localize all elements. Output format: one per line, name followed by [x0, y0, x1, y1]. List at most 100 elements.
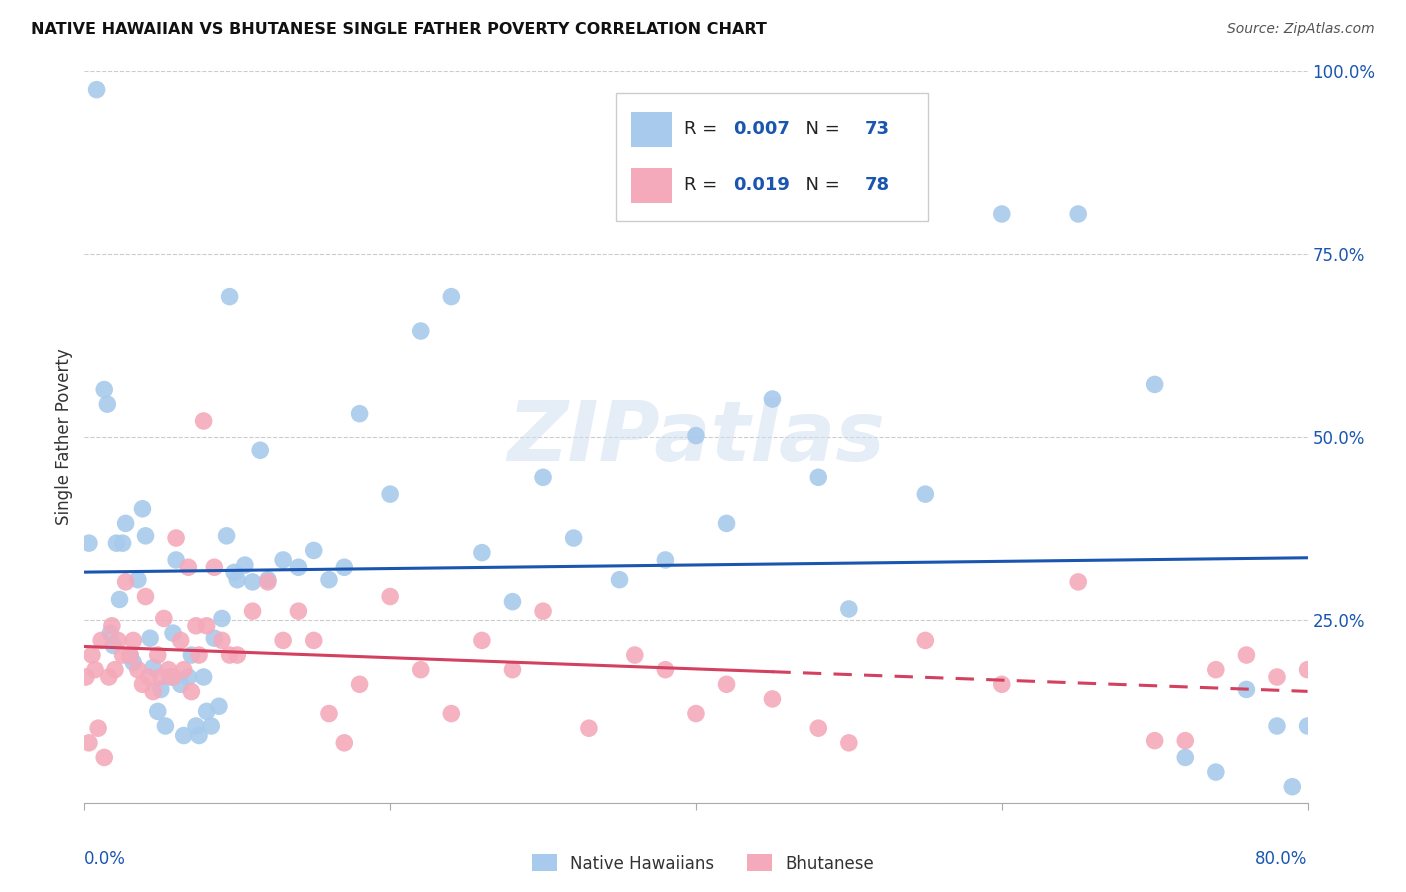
Point [162, 670, 184, 684]
Point [142, 684, 165, 698]
Point [165, 553, 187, 567]
Point [218, 290, 240, 304]
Text: NATIVE HAWAIIAN VS BHUTANESE SINGLE FATHER POVERTY CORRELATION CHART: NATIVE HAWAIIAN VS BHUTANESE SINGLE FATH… [31, 22, 766, 37]
Point [440, 290, 463, 304]
Point [380, 487, 402, 501]
Point [685, 706, 707, 721]
Point [146, 648, 169, 662]
Text: 73: 73 [865, 120, 890, 138]
Point [380, 590, 402, 604]
Point [162, 626, 184, 640]
Bar [631, 112, 672, 146]
Point [111, 536, 134, 550]
Point [159, 670, 181, 684]
Point [114, 574, 136, 589]
Point [224, 566, 246, 580]
Point [165, 531, 187, 545]
Point [1296, 663, 1319, 677]
Point [531, 470, 554, 484]
Point [502, 663, 524, 677]
Point [120, 649, 142, 664]
Point [502, 594, 524, 608]
Point [242, 574, 264, 589]
Point [471, 546, 494, 560]
Point [149, 670, 172, 684]
Point [77, 736, 100, 750]
Point [215, 529, 238, 543]
Point [807, 470, 830, 484]
Point [318, 706, 340, 721]
Text: 78: 78 [865, 177, 890, 194]
Point [173, 663, 195, 677]
Text: 0.0%: 0.0% [84, 850, 127, 868]
Point [1296, 719, 1319, 733]
FancyBboxPatch shape [616, 94, 928, 221]
Point [1143, 377, 1166, 392]
Point [180, 684, 202, 698]
Point [1265, 670, 1288, 684]
Point [1067, 207, 1090, 221]
Point [1265, 719, 1288, 733]
Point [440, 706, 463, 721]
Point [838, 736, 860, 750]
Point [193, 414, 215, 428]
Point [654, 663, 676, 677]
Point [98, 626, 121, 640]
Point [654, 553, 676, 567]
Point [211, 633, 233, 648]
Point [1236, 648, 1258, 662]
Point [90, 633, 112, 648]
Point [1205, 765, 1227, 780]
Point [991, 677, 1014, 691]
Point [188, 729, 211, 743]
Point [1236, 682, 1258, 697]
Point [233, 558, 256, 573]
Point [271, 633, 294, 648]
Point [761, 392, 783, 406]
Point [135, 590, 157, 604]
Point [1281, 780, 1303, 794]
Text: N =: N = [794, 120, 845, 138]
Point [302, 543, 325, 558]
Point [142, 660, 165, 674]
Point [257, 573, 280, 587]
Point [135, 529, 157, 543]
Point [287, 560, 309, 574]
Point [75, 670, 97, 684]
Point [93, 750, 115, 764]
Point [1205, 663, 1227, 677]
Point [170, 677, 193, 691]
Point [138, 670, 160, 684]
Point [93, 383, 115, 397]
Legend: Native Hawaiians, Bhutanese: Native Hawaiians, Bhutanese [524, 847, 882, 880]
Point [153, 611, 176, 625]
Text: R =: R = [683, 120, 723, 138]
Point [127, 663, 149, 677]
Point [86, 83, 108, 97]
Point [349, 677, 371, 691]
Point [208, 699, 231, 714]
Point [105, 536, 128, 550]
Text: 80.0%: 80.0% [1256, 850, 1308, 868]
Point [226, 648, 249, 662]
Text: 0.019: 0.019 [733, 177, 790, 194]
Point [242, 604, 264, 618]
Point [184, 719, 207, 733]
Point [101, 619, 124, 633]
Point [157, 663, 180, 677]
Point [122, 656, 145, 670]
Point [211, 611, 233, 625]
Point [202, 560, 225, 574]
Point [122, 633, 145, 648]
Point [188, 648, 211, 662]
Point [624, 648, 647, 662]
Point [685, 428, 707, 442]
Point [149, 682, 172, 697]
Point [609, 573, 631, 587]
Text: N =: N = [794, 177, 845, 194]
Text: ZIPatlas: ZIPatlas [508, 397, 884, 477]
Point [409, 663, 432, 677]
Bar [631, 168, 672, 203]
Point [287, 604, 309, 618]
Point [1067, 574, 1090, 589]
